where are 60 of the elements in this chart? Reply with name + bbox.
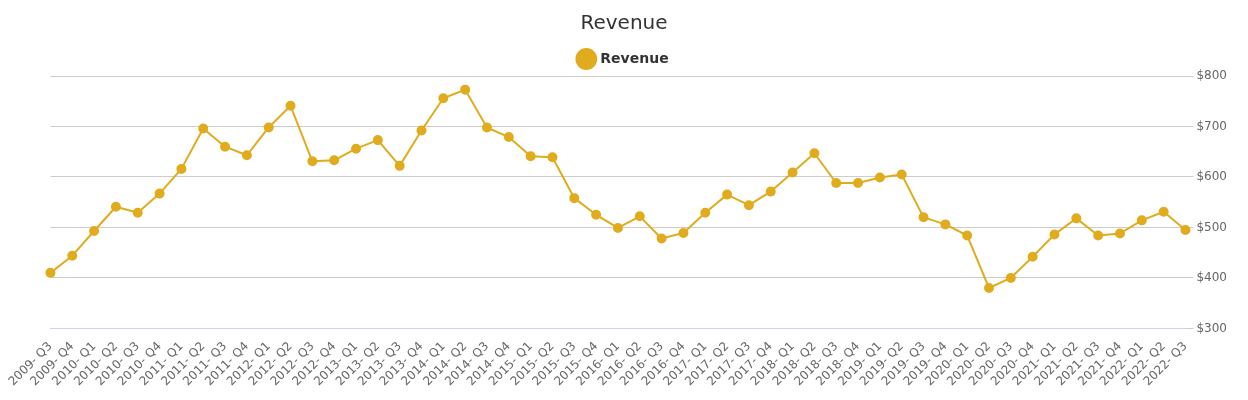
- point: [154, 188, 165, 199]
- point: [591, 209, 602, 220]
- point: [809, 148, 820, 159]
- point: [285, 100, 296, 111]
- point: [612, 222, 623, 233]
- point: [1071, 213, 1082, 224]
- point: [874, 172, 885, 183]
- point: [722, 189, 733, 200]
- point: [416, 125, 427, 136]
- point: [656, 233, 667, 244]
- point: [525, 151, 536, 162]
- point: [984, 283, 995, 294]
- point: [743, 200, 754, 211]
- point: [67, 250, 78, 261]
- point: [1158, 206, 1169, 217]
- point: [918, 212, 929, 223]
- point: [110, 201, 121, 212]
- point: [787, 167, 798, 178]
- point: [700, 207, 711, 218]
- point: [394, 160, 405, 171]
- point: [372, 135, 383, 146]
- point: [460, 84, 471, 95]
- point: [45, 267, 56, 278]
- point: [307, 156, 318, 167]
- point: [176, 163, 187, 174]
- y-tick-label: $700: [1196, 118, 1228, 133]
- point: [481, 122, 492, 133]
- point: [853, 178, 864, 189]
- point: [503, 132, 514, 143]
- point: [1093, 230, 1104, 241]
- point: [634, 211, 645, 222]
- point: [831, 178, 842, 189]
- legend-label: Revenue: [600, 49, 669, 66]
- point: [765, 186, 776, 197]
- y-tick-label: $300: [1196, 320, 1228, 335]
- point: [569, 193, 580, 204]
- y-tick-label: $400: [1196, 270, 1228, 285]
- point: [1049, 229, 1060, 240]
- point: [940, 219, 951, 230]
- chart-title: Revenue: [580, 10, 668, 35]
- point: [220, 141, 231, 152]
- y-tick-label: $500: [1196, 219, 1228, 234]
- point: [263, 122, 274, 133]
- point: [1027, 251, 1038, 262]
- point: [198, 123, 209, 134]
- point: [89, 225, 100, 236]
- point: [962, 230, 973, 241]
- point: [132, 207, 143, 218]
- point: [438, 93, 449, 104]
- point: [678, 227, 689, 238]
- point: [896, 169, 907, 180]
- point: [241, 150, 252, 161]
- point: [547, 152, 558, 163]
- point: [1005, 272, 1016, 283]
- point: [351, 143, 362, 154]
- point: [329, 155, 340, 166]
- y-tick-label: $600: [1196, 169, 1228, 184]
- point: [1136, 215, 1147, 226]
- y-tick-label: $800: [1196, 68, 1228, 83]
- point: [1114, 228, 1125, 239]
